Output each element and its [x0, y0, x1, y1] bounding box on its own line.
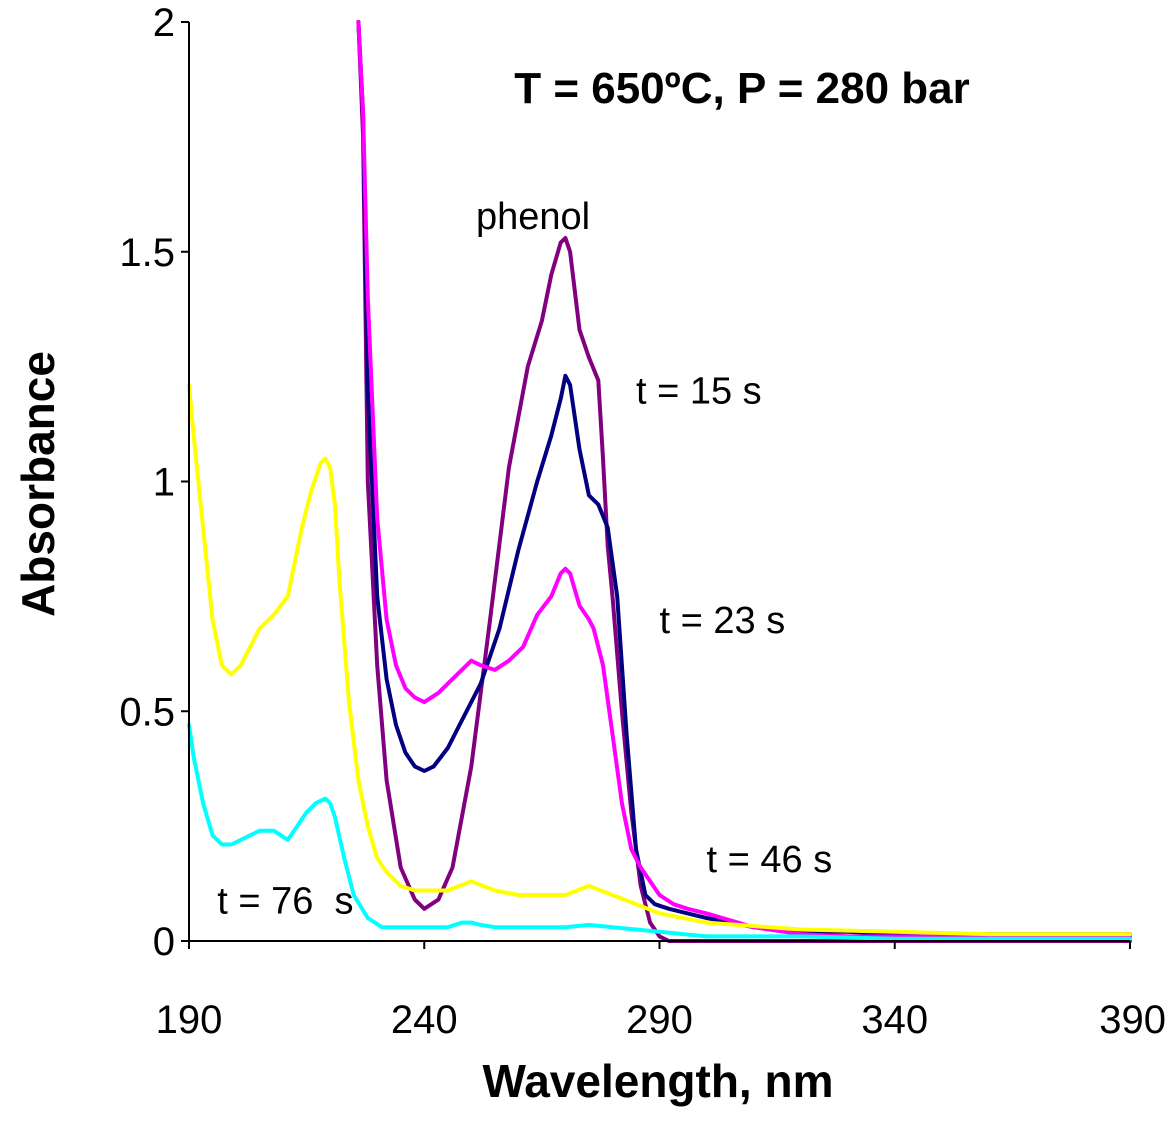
x-tick-label: 290: [626, 998, 693, 1042]
series-line-2: [356, 20, 1132, 937]
series-line-3: [356, 20, 1132, 939]
y-tick-label: 1.5: [119, 231, 175, 275]
series-line-1: [356, 20, 1132, 943]
series-line-5: [187, 723, 1132, 941]
annotation-label-3: t = 23 s: [660, 600, 786, 642]
annotation-label-1: phenol: [476, 196, 590, 238]
y-tick-label: 0: [153, 920, 175, 964]
x-tick-label: 340: [861, 998, 928, 1042]
x-axis-title: Wavelength, nm: [483, 1055, 834, 1107]
annotation-label-4: t = 46 s: [707, 839, 833, 881]
y-tick-label: 1: [153, 461, 175, 505]
annotation-label-2: t = 15 s: [636, 370, 762, 412]
series-layer: [187, 20, 1132, 943]
y-tick-label: 0.5: [119, 690, 175, 734]
y-axis-title: Absorbance: [12, 351, 64, 617]
x-tick-label: 390: [1099, 998, 1166, 1042]
annotation-label-5: t = 76 s: [217, 880, 353, 922]
chart-title: T = 650ºC, P = 280 bar: [514, 64, 970, 113]
annotations-layer: phenol t = 15 s t = 23 s t = 46 s t = 76 s: [217, 196, 832, 923]
x-tick-label: 240: [391, 998, 458, 1042]
x-tick-label: 190: [156, 998, 223, 1042]
ticks-layer: 0 0.5 1 1.5 2 190 240 290 340 390: [119, 1, 1166, 1042]
series-line-4: [187, 383, 1132, 937]
y-tick-label: 2: [153, 1, 175, 45]
